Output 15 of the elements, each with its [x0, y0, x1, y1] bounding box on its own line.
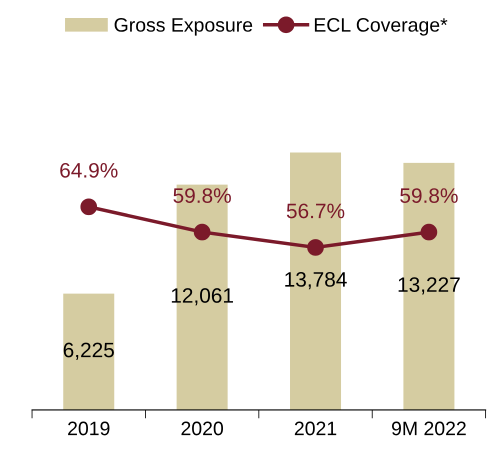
data-label: 13,784	[285, 272, 347, 290]
data-label: 56.7%	[286, 204, 344, 218]
bar	[63, 294, 114, 410]
x-tick-label: 2020	[181, 422, 223, 436]
legend-label: ECL Coverage*	[314, 18, 448, 36]
x-tick-label: 2019	[68, 422, 110, 436]
data-label: 12,061	[172, 288, 233, 306]
x-tick-label: 9M 2022	[392, 422, 466, 436]
data-label: 59.8%	[400, 188, 458, 203]
data-label: 59.8%	[173, 188, 231, 203]
data-label: 13,227	[398, 277, 460, 294]
data-label: 6,225	[64, 342, 114, 360]
legend-label: Gross Exposure	[114, 18, 252, 36]
x-tick-label: 2021	[294, 422, 336, 436]
data-label: 64.9%	[60, 162, 118, 178]
